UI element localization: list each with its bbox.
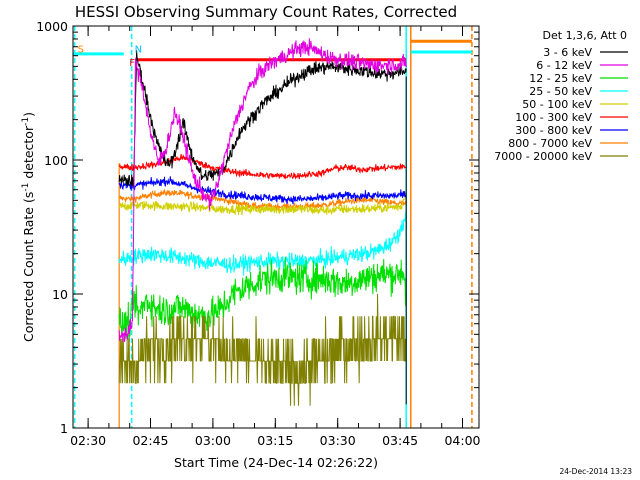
- x-tick-label: 03:45: [382, 433, 418, 448]
- y-axis-ticks: 1 10 100 1000: [36, 19, 479, 436]
- annotation-n: N: [135, 44, 142, 55]
- x-axis-label: Start Time (24-Dec-14 02:26:22): [174, 455, 378, 470]
- annotation-f: F: [129, 58, 135, 69]
- legend-label: 50 - 100 keV: [522, 98, 592, 111]
- legend-label: 6 - 12 keV: [536, 59, 592, 72]
- series-6-12-kev-line: [118, 38, 407, 343]
- legend-label: 7000 - 20000 keV: [494, 150, 592, 163]
- y-axis-label: Corrected Count Rate (s-1 detector-1): [21, 112, 36, 342]
- legend-label: 25 - 50 keV: [529, 85, 592, 98]
- x-tick-label: 04:00: [444, 433, 480, 448]
- series-300-800-kev-line: [118, 176, 407, 205]
- x-axis-ticks: 02:30 02:45 03:00 03:15 03:30 03:45 04:00: [70, 26, 481, 448]
- x-tick-label: 03:30: [320, 433, 356, 448]
- legend-label: 3 - 6 keV: [543, 46, 592, 59]
- legend-label: 12 - 25 keV: [529, 72, 592, 85]
- x-tick-label: 03:00: [195, 433, 231, 448]
- x-tick-label: 03:15: [257, 433, 293, 448]
- legend-label: 800 - 7000 keV: [508, 137, 592, 150]
- x-tick-label: 02:45: [132, 433, 168, 448]
- plot-frame: [72, 25, 480, 429]
- y-tick-label: 100: [44, 153, 68, 168]
- series-25-50-kev-line: [118, 211, 407, 276]
- y-tick-label: 10: [52, 287, 68, 302]
- chart-title: HESSI Observing Summary Count Rates, Cor…: [75, 3, 457, 21]
- annotation-s: S: [78, 44, 84, 55]
- x-tick-label: 02:30: [70, 433, 106, 448]
- legend-label: 300 - 800 keV: [515, 124, 592, 137]
- legend-label: 100 - 300 keV: [515, 111, 592, 124]
- footer-timestamp: 24-Dec-2014 13:23: [559, 467, 632, 476]
- legend-title: Det 1,3,6, Att 0: [543, 29, 627, 42]
- series-3-6-kev-line: [118, 50, 407, 188]
- y-tick-label: 1000: [36, 19, 68, 34]
- series-12-25-kev-line: [118, 256, 407, 343]
- series-50-100-kev-line: [118, 192, 407, 216]
- series-7000-20000-kev-line: [118, 293, 407, 406]
- y-tick-label: 1: [60, 421, 68, 436]
